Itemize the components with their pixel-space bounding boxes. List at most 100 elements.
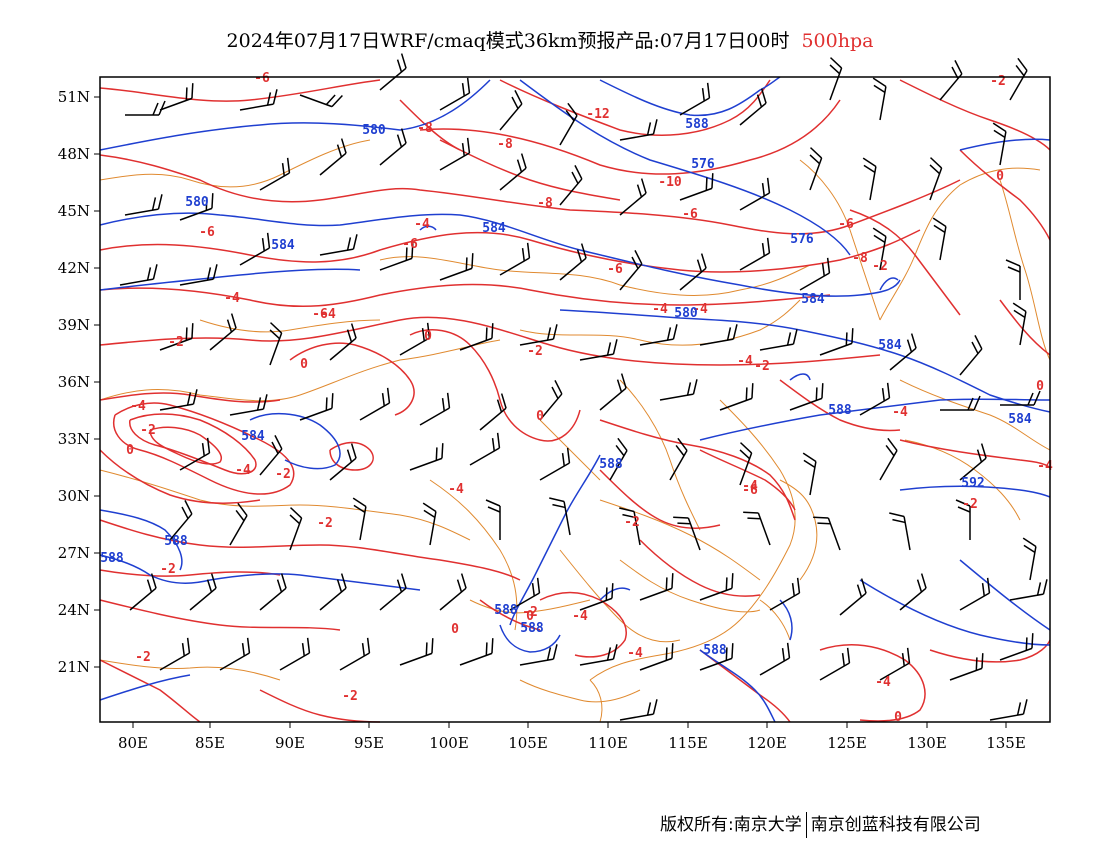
lat-tick-label: 36N: [58, 373, 90, 391]
wind-barb: [259, 573, 287, 611]
wind-barb: [639, 324, 678, 346]
wind-barb: [989, 699, 1028, 721]
wind-barb: [955, 499, 971, 540]
wind-barb: [719, 383, 754, 411]
height-contour: [419, 225, 437, 231]
boundary-line: [619, 559, 761, 613]
wind-barb: [739, 442, 753, 486]
wind-barb: [439, 137, 471, 171]
chart-title: 2024年07月17日WRF/cmaq模式36km预报产品:07月17日00时 5…: [0, 26, 1100, 53]
map-frame: [99, 76, 1051, 723]
wind-barb: [932, 217, 947, 261]
wind-barb: [789, 383, 824, 411]
temperature-label: -6: [607, 262, 623, 277]
temperature-contour: [819, 644, 926, 722]
wind-barb: [940, 395, 981, 411]
temperature-contour: [499, 79, 771, 136]
wind-barb: [125, 100, 166, 116]
wind-barb: [169, 500, 193, 541]
temperature-label: -2: [522, 605, 538, 620]
wind-barb: [239, 232, 271, 266]
wind-barb: [829, 57, 843, 101]
temperature-contour: [259, 689, 381, 723]
wind-barb: [379, 573, 407, 611]
wind-barb: [899, 573, 927, 611]
wind-barb: [159, 389, 198, 411]
temperature-contour: [289, 342, 415, 416]
wind-barb: [759, 642, 791, 676]
lat-tick-label: 39N: [58, 316, 90, 334]
height-label: 588: [520, 621, 544, 636]
height-contour: [859, 579, 1051, 646]
lon-tick-label: 115E: [668, 734, 708, 752]
wind-barb: [409, 443, 444, 471]
height-contour: [699, 649, 776, 723]
wind-barb: [959, 443, 987, 481]
wind-barb: [619, 178, 647, 216]
wind-barb: [422, 502, 437, 546]
temperature-label: -8: [417, 121, 433, 136]
temperature-contour: [149, 426, 222, 465]
temperature-label: 0: [996, 169, 1004, 184]
temperature-label: 0: [1036, 379, 1044, 394]
boundary-line: [99, 659, 281, 681]
temperature-contour: [99, 316, 881, 366]
wind-barb: [189, 573, 217, 611]
lon-tick-label: 95E: [354, 734, 384, 752]
temperature-label: -4: [448, 482, 464, 497]
wind-barb: [419, 392, 451, 426]
boundary-line: [879, 167, 1041, 321]
wind-barb: [485, 499, 501, 540]
wind-barb: [579, 339, 618, 361]
temperature-label: -2: [342, 689, 358, 704]
boundary-line: [429, 479, 518, 631]
height-contour: [789, 373, 811, 381]
wind-barb: [259, 157, 291, 191]
temperature-label: -8: [497, 137, 513, 152]
wind-barb: [759, 329, 798, 351]
boundary-line: [589, 399, 796, 681]
height-contour: [699, 398, 1051, 441]
temperature-label: -6: [742, 483, 758, 498]
temperature-contour: [539, 591, 627, 658]
wind-barb: [743, 511, 771, 546]
wind-barb: [459, 638, 494, 666]
boundary-line: [779, 479, 818, 581]
temperature-label: -2: [962, 497, 978, 512]
boundary-line: [999, 179, 1051, 361]
temperature-contour: [639, 539, 761, 597]
axis-ticks: 80E 85E 90E 95E 100E 105E 110E 115E 120E 125E 130E…: [58, 88, 1026, 752]
lat-tick-label: 51N: [58, 88, 90, 106]
temperature-label: 0: [126, 443, 134, 458]
wind-barb: [1009, 57, 1028, 101]
boundary-line: [899, 379, 1051, 451]
height-label: 584: [271, 238, 295, 253]
lat-tick-label: 45N: [58, 202, 90, 220]
height-label: 584: [482, 221, 506, 236]
copyright-owner: 版权所有:南京大学: [660, 815, 802, 835]
temperature-contour: [599, 469, 721, 530]
temperature-label: -8: [537, 196, 553, 211]
wind-barb: [119, 264, 158, 286]
height-contour: [249, 412, 341, 470]
wind-barb: [673, 516, 701, 551]
boundary-line: [99, 339, 501, 402]
height-contour: [499, 624, 561, 653]
height-label: 588: [100, 551, 124, 566]
wind-barb: [679, 173, 714, 201]
copyright-company: 南京创蓝科技有限公司: [810, 815, 981, 835]
temperature-label: -4: [235, 463, 251, 478]
lon-tick-label: 105E: [508, 734, 548, 752]
wind-barbs: [119, 53, 1048, 721]
wind-barb: [739, 237, 771, 271]
wind-barb: [399, 322, 431, 356]
temperature-label: -10: [658, 175, 682, 190]
temperature-contour: [99, 599, 341, 631]
wind-barb: [699, 324, 738, 346]
temperature-contour: [599, 419, 796, 521]
temperature-contour: [99, 659, 201, 723]
height-contour: [509, 454, 601, 626]
height-contour: [779, 599, 793, 641]
wind-barb: [889, 512, 911, 551]
temperature-contour: [99, 449, 261, 505]
